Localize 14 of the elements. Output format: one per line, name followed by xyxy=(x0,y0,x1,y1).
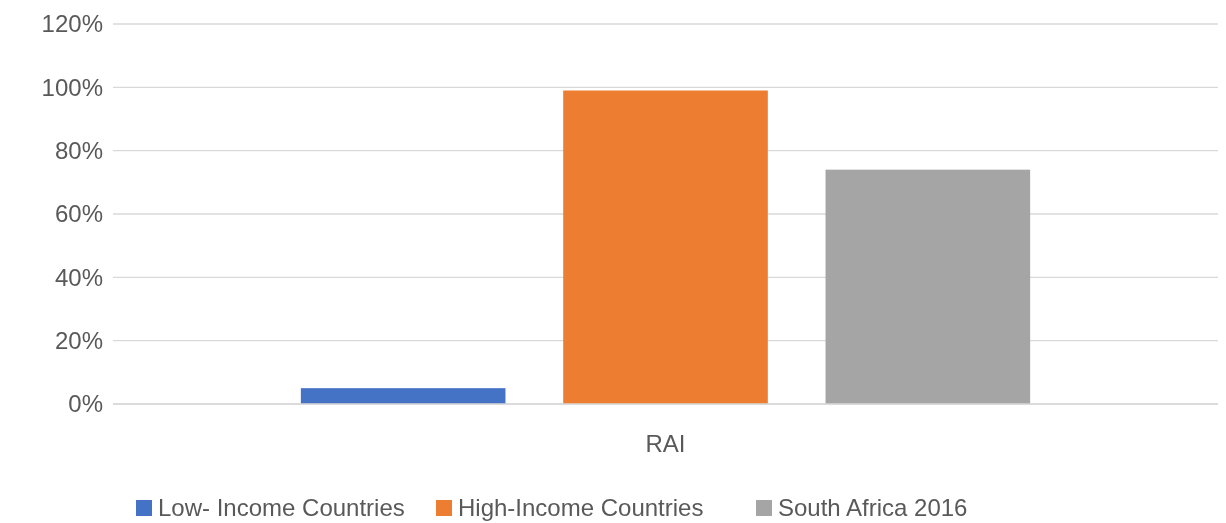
y-tick-label: 0% xyxy=(68,390,103,418)
x-tick-label: RAI xyxy=(645,430,686,457)
y-tick-label: 60% xyxy=(54,200,103,228)
y-tick-label: 80% xyxy=(54,137,103,165)
y-tick-label: 120% xyxy=(41,10,103,38)
legend-label: High-Income Countries xyxy=(458,494,704,522)
y-tick-label: 100% xyxy=(41,73,103,101)
y-tick-label: 40% xyxy=(54,263,103,291)
legend-label: Low- Income Countries xyxy=(158,494,405,522)
y-tick-label: 20% xyxy=(54,327,103,355)
bar xyxy=(300,388,506,404)
legend-label: South Africa 2016 xyxy=(778,494,968,522)
bar xyxy=(563,90,768,404)
bar xyxy=(825,169,1031,404)
